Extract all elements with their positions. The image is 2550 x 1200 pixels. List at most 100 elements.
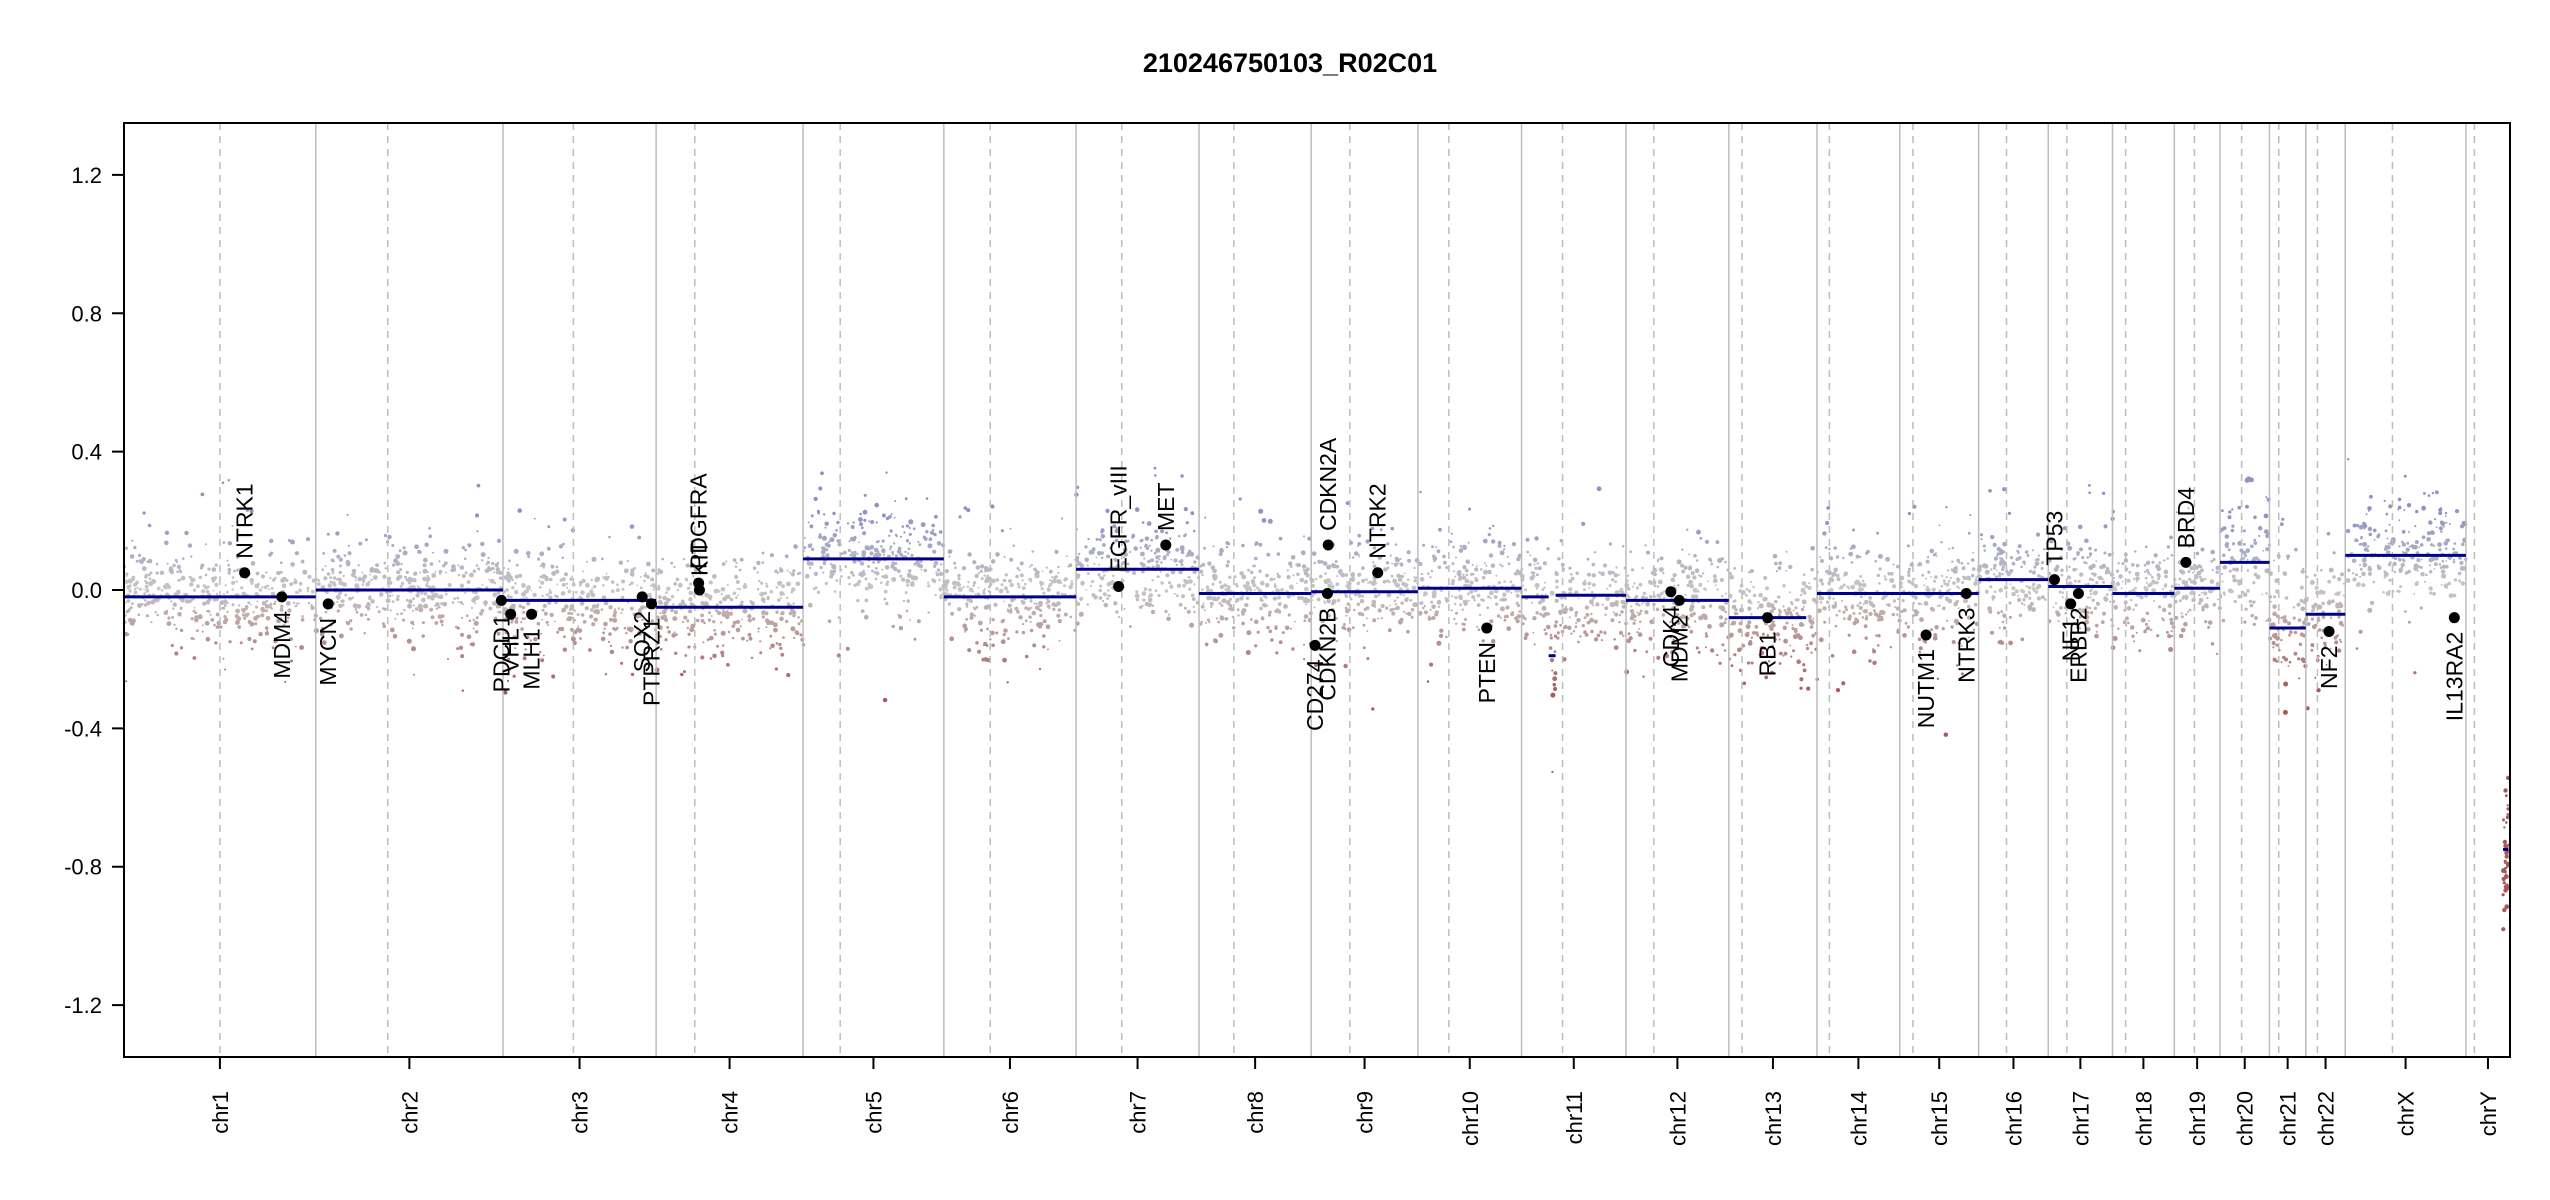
probe-point — [1153, 551, 1157, 555]
probe-point — [150, 621, 153, 624]
probe-point — [2335, 634, 2339, 638]
probe-point — [2311, 604, 2314, 608]
probe-point — [1226, 560, 1230, 564]
probe-point — [149, 571, 153, 575]
probe-point — [1792, 649, 1795, 653]
probe-point — [977, 586, 980, 589]
probe-point — [835, 529, 838, 532]
probe-point — [590, 592, 596, 598]
probe-point — [1487, 595, 1491, 599]
probe-point — [2015, 557, 2019, 561]
probe-point — [979, 564, 985, 569]
probe-point — [261, 608, 265, 613]
probe-point — [1454, 595, 1458, 600]
probe-point — [2263, 513, 2269, 519]
probe-point — [2401, 551, 2404, 553]
probe-point — [1225, 563, 1230, 568]
probe-point — [2031, 570, 2037, 575]
probe-point — [845, 646, 850, 651]
probe-point — [142, 511, 146, 515]
probe-point — [584, 606, 589, 611]
probe-point — [2438, 548, 2442, 552]
probe-point — [340, 599, 343, 603]
probe-point — [1115, 526, 1118, 529]
probe-point — [1523, 636, 1528, 640]
probe-point — [2288, 660, 2292, 664]
probe-point — [1754, 626, 1757, 629]
probe-point — [255, 571, 260, 576]
probe-point — [761, 615, 765, 619]
probe-point — [2501, 876, 2506, 882]
probe-point — [1990, 534, 1995, 540]
probe-point — [2244, 554, 2248, 558]
probe-point — [192, 656, 197, 660]
probe-point — [1431, 604, 1436, 609]
probe-point — [407, 603, 412, 609]
probe-point — [1039, 613, 1043, 618]
probe-point — [1357, 545, 1359, 547]
probe-point — [2180, 627, 2186, 633]
probe-point — [423, 603, 429, 609]
probe-point — [137, 603, 142, 608]
probe-point — [721, 562, 726, 566]
probe-point — [990, 559, 996, 564]
probe-point — [1276, 552, 1281, 556]
probe-point — [2503, 888, 2508, 893]
probe-point — [2183, 583, 2189, 588]
probe-point — [2407, 620, 2411, 624]
probe-point — [395, 561, 401, 566]
probe-point — [444, 592, 448, 596]
probe-point — [1961, 581, 1965, 584]
gene-label: MLH1 — [519, 628, 545, 689]
probe-point — [1221, 598, 1227, 604]
probe-point — [1347, 586, 1352, 591]
probe-point — [518, 573, 523, 578]
probe-point — [2161, 617, 2164, 620]
probe-point — [1297, 595, 1302, 601]
probe-point — [2414, 525, 2417, 528]
probe-point — [1226, 584, 1230, 588]
probe-point — [1748, 570, 1751, 574]
probe-point — [830, 562, 833, 566]
probe-point — [1902, 633, 1907, 638]
probe-point — [1261, 599, 1264, 602]
probe-point — [1397, 562, 1400, 564]
probe-point — [859, 522, 863, 527]
probe-point — [938, 530, 943, 534]
probe-point — [1555, 579, 1559, 584]
probe-point — [513, 548, 519, 554]
probe-point — [1728, 632, 1734, 638]
probe-point — [2320, 636, 2323, 639]
probe-point — [2414, 540, 2419, 544]
probe-point — [742, 608, 748, 614]
probe-point — [1042, 645, 1046, 649]
probe-point — [1489, 590, 1494, 596]
probe-point — [859, 512, 862, 516]
probe-point — [750, 601, 755, 606]
probe-point — [285, 601, 291, 606]
probe-point — [1553, 650, 1557, 653]
probe-point — [2120, 587, 2123, 590]
probe-point — [2081, 556, 2085, 560]
probe-point — [2275, 659, 2279, 663]
probe-point — [1122, 547, 1128, 553]
probe-point — [488, 606, 493, 611]
probe-point — [1477, 628, 1481, 631]
probe-point — [527, 555, 530, 559]
probe-point — [1254, 589, 1256, 591]
probe-point — [1577, 597, 1580, 600]
probe-point — [569, 604, 574, 608]
gene-marker — [1113, 581, 1125, 593]
probe-point — [582, 570, 585, 573]
probe-point — [1237, 614, 1240, 617]
probe-point — [1456, 570, 1462, 575]
probe-point — [1057, 571, 1060, 575]
probe-point — [936, 568, 941, 572]
probe-point — [591, 587, 594, 590]
probe-point — [406, 638, 412, 644]
probe-point — [1390, 526, 1395, 531]
probe-point — [829, 537, 835, 543]
gene-marker — [1309, 639, 1321, 651]
probe-point — [708, 580, 713, 585]
probe-point — [1146, 521, 1152, 526]
